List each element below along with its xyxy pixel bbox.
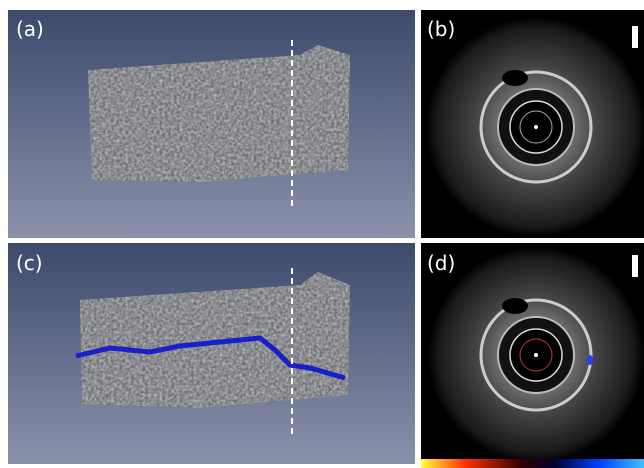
panel-label: (c) [16, 251, 43, 275]
panel-a: (a) [8, 10, 415, 238]
panel-c: (c) [8, 243, 415, 464]
figure: (a) (b) (c) (d) [0, 0, 644, 468]
panel-d: (d) [421, 243, 644, 468]
panel-label: (a) [16, 17, 44, 41]
panel-label: (d) [427, 251, 455, 275]
panel-label: (b) [427, 17, 455, 41]
panel-b: (b) [421, 10, 644, 238]
